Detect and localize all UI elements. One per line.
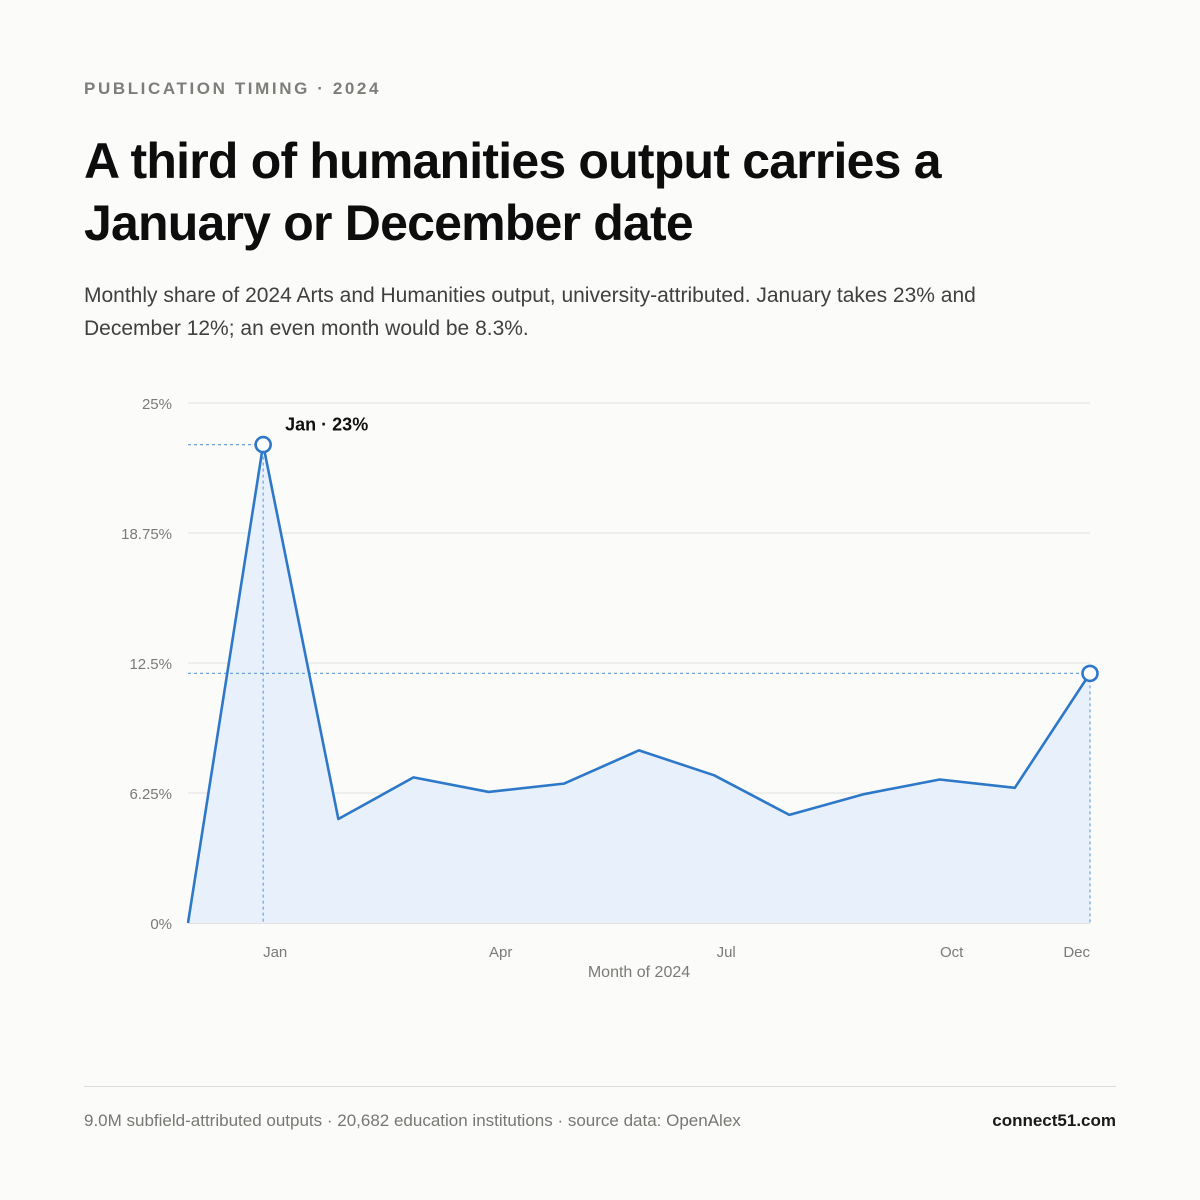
highlight-marker [1081,664,1099,683]
y-tick-label: 0% [150,916,172,933]
x-tick-label: Oct [940,944,964,961]
x-tick-label: Apr [489,944,512,961]
brand-link[interactable]: connect51.com [992,1111,1116,1130]
x-tick-label: Jul [717,944,736,961]
y-tick-label: 18.75% [121,526,172,543]
highlight-marker [254,435,272,454]
chart-title: A third of humanities output carries a J… [84,133,942,251]
kicker: PUBLICATION TIMING · 2024 [84,79,382,98]
x-tick-label: Dec [1063,944,1090,961]
x-tick-label: Jan [263,944,287,961]
footer-divider [84,1086,1116,1087]
chart-subtitle: Monthly share of 2024 Arts and Humanitie… [84,284,976,340]
series-line [186,443,1092,924]
y-tick-label: 12.5% [129,656,172,673]
y-tick-label: 6.25% [129,786,172,803]
series-area [188,444,1090,923]
source-note: 9.0M subfield-attributed outputs · 20,68… [84,1111,741,1130]
y-tick-label: 25% [142,396,172,413]
x-axis-title: Month of 2024 [588,964,690,981]
peak-annotation: Jan · 23% [285,415,368,435]
line-chart: 0% 6.25% 12.5% 18.75% 25% Jan · 23% Jan Apr Jul O… [121,396,1099,981]
